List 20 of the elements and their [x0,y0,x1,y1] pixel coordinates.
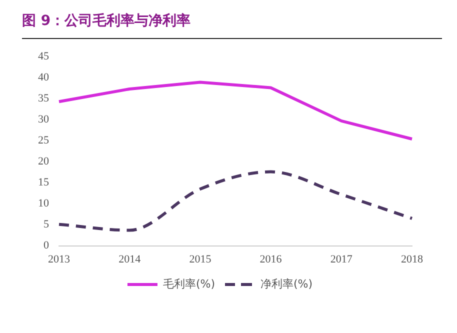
legend-label: 毛利率(%) [162,277,216,290]
line-series [58,170,414,232]
x-tick-label: 2016 [260,253,282,266]
y-tick-label: 45 [38,50,50,62]
x-tick-label: 2013 [48,253,70,266]
legend-label: 净利率(%) [260,277,313,290]
y-tick-label: 25 [38,134,50,147]
x-tick-label: 2018 [401,253,424,266]
y-tick-label: 15 [38,176,50,189]
y-tick-label: 0 [44,240,50,252]
x-tick-label: 2015 [189,253,212,266]
chart-title: 图 9：公司毛利率与净利率 [22,12,191,30]
y-tick-label: 40 [38,72,50,84]
x-tick-label: 2017 [330,253,353,266]
y-tick-label: 35 [38,92,50,105]
x-tick-label: 2014 [118,253,142,266]
y-tick-label: 30 [38,114,50,126]
y-tick-label: 20 [38,156,50,168]
y-tick-label: 10 [38,198,50,210]
y-tick-label: 5 [44,218,50,231]
